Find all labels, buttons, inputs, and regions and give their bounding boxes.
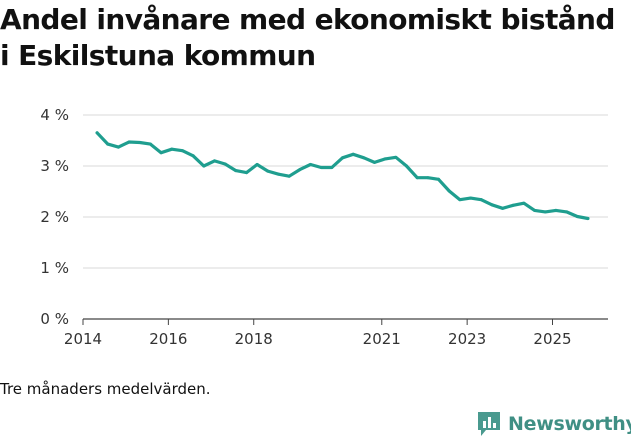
data-point	[362, 156, 366, 160]
data-point	[479, 198, 483, 202]
data-point	[437, 177, 441, 181]
data-point	[458, 198, 462, 202]
data-point	[426, 176, 430, 180]
data-point	[394, 155, 398, 159]
data-point	[116, 145, 120, 149]
data-point	[234, 169, 238, 173]
data-point	[244, 171, 248, 175]
data-point	[415, 176, 419, 180]
data-point	[543, 210, 547, 214]
data-point	[511, 203, 515, 207]
data-point	[351, 152, 355, 156]
data-point	[148, 142, 152, 146]
data-point	[266, 169, 270, 173]
data-point	[298, 168, 302, 172]
footnote: Tre månaders medelvärden.	[0, 380, 211, 398]
data-point	[319, 166, 323, 170]
data-point	[159, 151, 163, 155]
data-point	[341, 156, 345, 160]
x-tick-label: 2016	[149, 330, 187, 348]
data-point	[309, 162, 312, 166]
data-point	[276, 172, 280, 176]
y-tick-label: 4 %	[40, 106, 69, 124]
data-point	[202, 164, 206, 168]
data-point	[501, 206, 505, 210]
data-point	[170, 147, 174, 151]
x-tick-label: 2018	[235, 330, 273, 348]
chart-title: Andel invånare med ekonomiskt bistånd i …	[0, 3, 615, 72]
grid-lines	[83, 114, 608, 320]
line-chart: 0 % 1 % 2 % 3 % 4 % 2014 2016 2018 2021 2023 2025	[40, 106, 608, 348]
y-tick-label: 3 %	[40, 157, 69, 175]
data-point	[447, 189, 451, 193]
data-point	[191, 154, 195, 158]
data-point	[565, 210, 569, 214]
data-point	[383, 157, 387, 161]
data-point	[522, 201, 526, 205]
y-tick-label: 1 %	[40, 259, 69, 277]
brand-logo: Newsworthy	[476, 408, 631, 440]
data-point	[106, 142, 110, 146]
x-tick-label: 2025	[533, 330, 571, 348]
x-tick-label: 2021	[363, 330, 401, 348]
data-point	[469, 196, 473, 200]
series-layer	[95, 131, 590, 221]
y-tick-label: 2 %	[40, 208, 69, 226]
data-point	[223, 162, 227, 166]
brand-name: Newsworthy	[508, 413, 631, 435]
data-point	[405, 164, 409, 168]
data-point	[330, 166, 334, 170]
data-point	[180, 149, 184, 153]
data-point	[127, 140, 131, 144]
x-axis: 2014 2016 2018 2021 2023 2025	[64, 319, 572, 348]
data-point	[533, 208, 537, 212]
data-point	[138, 141, 142, 145]
data-point	[287, 174, 291, 178]
data-point	[586, 217, 590, 221]
data-point	[95, 131, 99, 135]
data-point	[575, 214, 579, 218]
data-point	[373, 160, 377, 164]
y-tick-label: 0 %	[40, 310, 69, 328]
x-tick-label: 2014	[64, 330, 102, 348]
bar-chart-logo-icon	[478, 412, 500, 436]
y-axis-ticks: 0 % 1 % 2 % 3 % 4 %	[40, 106, 69, 328]
x-tick-label: 2023	[448, 330, 486, 348]
data-point	[255, 162, 259, 166]
data-point	[554, 208, 558, 212]
data-point	[490, 203, 494, 207]
data-point	[212, 159, 216, 163]
